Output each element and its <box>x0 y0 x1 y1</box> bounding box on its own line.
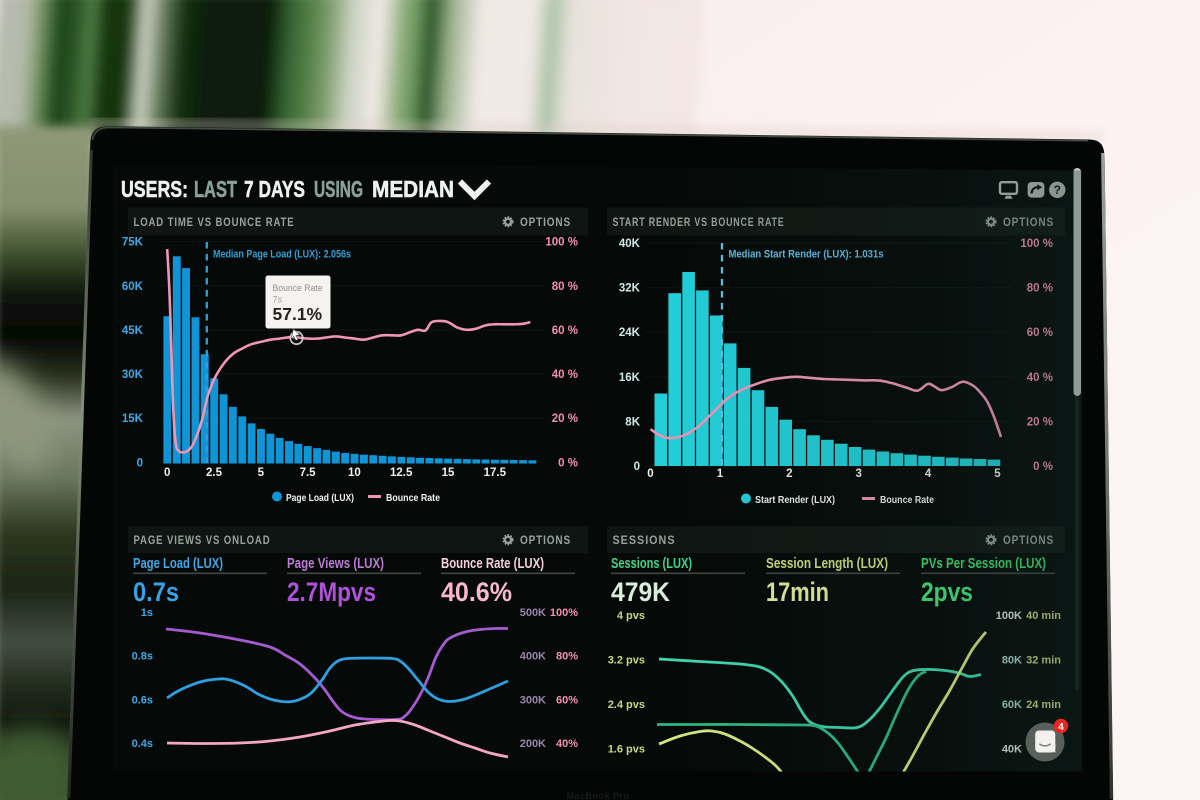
svg-text:4: 4 <box>1058 722 1064 733</box>
svg-text:MacBook Pro: MacBook Pro <box>566 791 629 800</box>
